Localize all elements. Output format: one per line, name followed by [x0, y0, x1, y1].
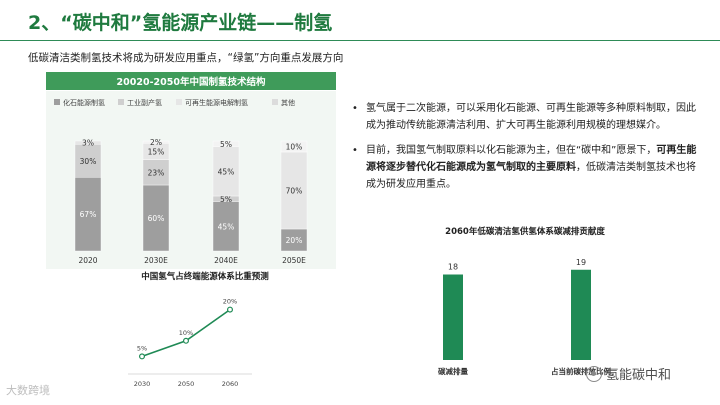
data-label: 60%: [148, 214, 165, 223]
data-label: 5%: [220, 140, 232, 149]
bar: [443, 274, 463, 360]
chart3-svg: 18 碳减排量 19 占当前碳排放比例: [438, 258, 611, 376]
bullet-dot: •: [352, 145, 358, 156]
bullet-text-bold: 可再生能源将逐步替代化石能源成为氢气制取的主要原料: [366, 145, 697, 173]
bar-segment: [142, 140, 170, 144]
bullet-list: • 氢气属于二次能源，可以采用化石能源、可再生能源等多种原料制取，因此成为推动传…: [352, 100, 702, 201]
data-label: 20%: [286, 236, 303, 245]
bar-segment: [142, 184, 170, 252]
data-label: 45%: [218, 222, 235, 231]
legend-swatch: [272, 99, 278, 105]
x-tick-label: 碳减排量: [438, 366, 468, 376]
bar-segment: [280, 140, 308, 153]
data-point: [182, 337, 189, 344]
chart2-title: 中国氢气占终端能源体系比重预测: [141, 272, 269, 282]
data-point: [139, 353, 146, 360]
title-divider: [0, 40, 720, 41]
legend-label: 可再生能源电解制氢: [185, 98, 248, 107]
x-tick-label: 2030: [134, 380, 151, 388]
data-label: 5%: [137, 344, 147, 352]
bar-segment: [142, 159, 170, 186]
bar-segment: [74, 140, 102, 145]
page-title: 2、“碳中和”氢能源产业链——制氢: [28, 12, 333, 34]
data-label: 70%: [286, 187, 303, 196]
data-label: 15%: [148, 147, 165, 156]
data-label: 18: [448, 263, 458, 272]
legend-swatch: [118, 99, 124, 105]
bullet-text: 氢气属于二次能源，可以采用化石能源、可再生能源等多种原料制取，因此成为推动传统能…: [366, 103, 696, 131]
chart1-svg: 化石能源制氢 工业副产氢 可再生能源电解制氢 其他 67% 30% 3% 2020 60% 23%…: [54, 98, 308, 265]
legend-label: 化石能源制氢: [63, 98, 105, 107]
chart2-svg: 5% 2030 10% 2050 20% 2060: [128, 298, 252, 388]
bar: [571, 269, 591, 360]
page-subtitle: 低碳清洁类制氢技术将成为研发应用重点，“绿氢”方向重点发展方向: [28, 52, 344, 64]
x-tick-label: 2020: [78, 256, 97, 265]
legend-swatch: [176, 99, 182, 105]
data-label: 10%: [179, 329, 193, 337]
legend-label: 工业副产氢: [127, 98, 162, 107]
legend-swatch: [54, 99, 60, 105]
bullet-item: • 氢气属于二次能源，可以采用化石能源、可再生能源等多种原料制取，因此成为推动传…: [352, 100, 702, 134]
x-tick-label: 占当前碳排放比例: [551, 366, 611, 376]
watermark-left: 大数跨境: [6, 384, 50, 397]
bullet-item: • 目前，我国氢气制取原料以化石能源为主，但在“碳中和”愿景下，可再生能源将逐步…: [352, 142, 702, 193]
bar-segment: [280, 151, 308, 230]
data-label: 67%: [80, 210, 97, 219]
data-label: 30%: [80, 157, 97, 166]
watermark-right: 氢能碳中和: [586, 364, 671, 383]
bar-segment: [212, 146, 240, 197]
data-label: 20%: [223, 298, 237, 306]
data-label: 5%: [220, 195, 232, 204]
bullet-text-post: ，低碳清洁类制氢技术也将成为研发应用重点。: [366, 162, 696, 190]
data-point: [226, 306, 233, 313]
data-label: 23%: [148, 168, 165, 177]
data-label: 10%: [286, 143, 303, 152]
bullet-dot: •: [352, 103, 358, 114]
data-label: 3%: [82, 139, 94, 148]
data-label: 2%: [150, 138, 162, 147]
bar-segment: [74, 177, 102, 252]
wechat-icon: [586, 365, 602, 382]
x-tick-label: 2050: [178, 380, 195, 388]
bar-segment: [212, 140, 240, 147]
x-tick-label: 2030E: [144, 256, 168, 265]
bullet-text-pre: 目前，我国氢气制取原料以化石能源为主，但在“碳中和”愿景下，: [366, 145, 657, 156]
legend-label: 其他: [281, 98, 295, 107]
x-tick-label: 2060: [222, 380, 239, 388]
data-label: 45%: [218, 167, 235, 176]
x-tick-label: 2050E: [282, 256, 306, 265]
watermark-right-text: 氢能碳中和: [606, 368, 672, 383]
data-label: 19: [576, 258, 586, 267]
chart3-title: 2060年低碳清洁氢供氢体系碳减排贡献度: [445, 227, 605, 237]
x-tick-label: 2040E: [214, 256, 238, 265]
chart1-title: 20020-2050年中国制氢技术结构: [46, 72, 336, 90]
